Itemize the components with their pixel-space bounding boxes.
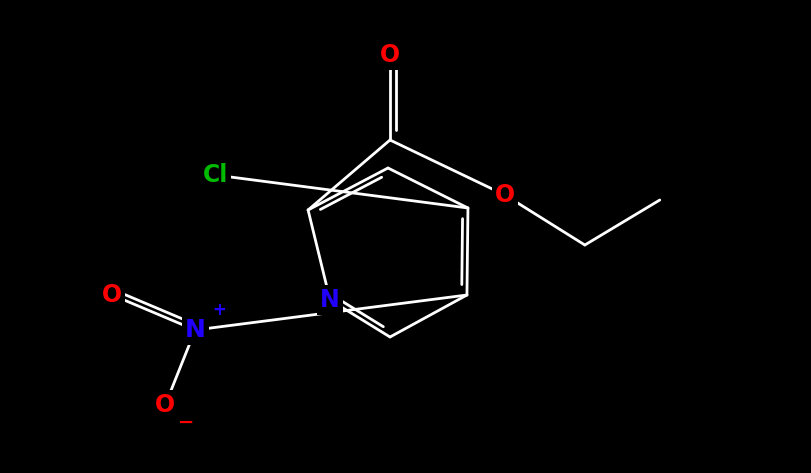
Text: −: − <box>178 413 195 432</box>
Text: +: + <box>212 301 226 319</box>
Text: O: O <box>155 393 175 417</box>
Text: N: N <box>320 288 340 312</box>
Text: O: O <box>380 43 400 67</box>
Text: O: O <box>494 183 514 207</box>
Text: Cl: Cl <box>202 163 228 187</box>
Text: N: N <box>185 318 205 342</box>
Text: O: O <box>102 283 122 307</box>
